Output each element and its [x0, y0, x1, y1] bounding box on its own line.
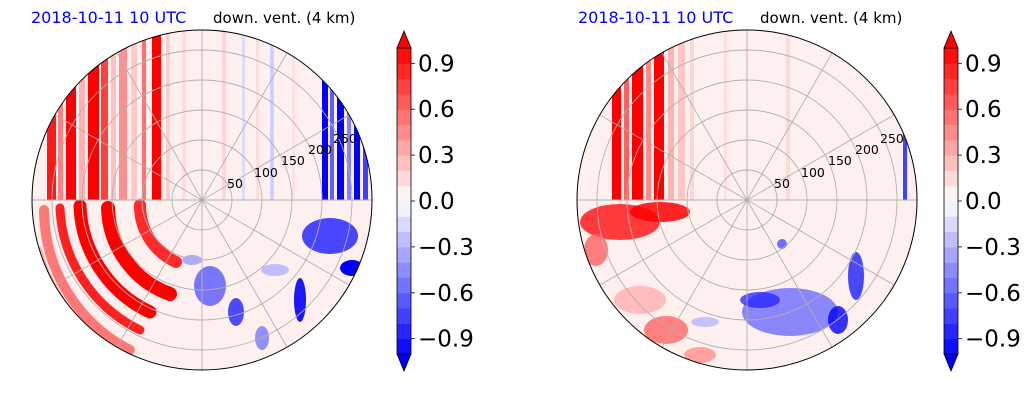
panel-2-colorbar-level: [944, 78, 958, 95]
panel-1-colorbar-extend-min: [396, 353, 412, 373]
panel-1-colorbar-level: [397, 48, 411, 64]
panel-2-colorbar-tick-label: 0.0: [965, 189, 1002, 215]
panel-2-colorbar-level: [944, 185, 958, 202]
panel-2-colorbar-extend-min: [943, 353, 959, 373]
panel-1-colorbar-tick-label: −0.6: [418, 281, 474, 307]
panel-1-rtick-50: 50: [227, 176, 243, 191]
panel-2-colorbar-tick-label: 0.9: [965, 51, 1002, 77]
panel-1-colorbar-level: [397, 139, 411, 156]
panel-1-colorbar-level: [397, 323, 411, 340]
panel-1-colorbar-level: [397, 93, 411, 110]
panel-2-colorbar-level: [944, 292, 958, 309]
panel-1-colorbar-tick-label: −0.9: [418, 327, 474, 353]
panel-2-polar-plot: 50 100 150 200 250: [576, 29, 918, 371]
panel-2-colorbar-level: [944, 216, 958, 233]
panel-1-rtick-150: 150: [281, 153, 305, 168]
panel-2-colorbar-level: [944, 201, 958, 217]
panel-2-colorbar-level: [944, 48, 958, 64]
panel-2-rtick-150: 150: [828, 153, 852, 168]
panel-1-colorbar-level: [397, 78, 411, 95]
panel-2-colorbar-level: [944, 109, 958, 125]
panel-2-field: [580, 30, 907, 363]
panel-1-colorbar-level: [397, 155, 411, 171]
panel-1-rtick-250: 250: [333, 131, 357, 146]
panel-2-colorbar-level: [944, 308, 958, 324]
panel-2-colorbar-level: [944, 262, 958, 278]
panel-1-title-date: 2018-10-11 10 UTC: [31, 8, 186, 27]
panel-1-colorbar-level: [397, 63, 411, 80]
panel-2: 2018-10-11 10 UTC down. vent. (4 km): [576, 8, 1021, 373]
panel-2-colorbar-tick-label: −0.9: [965, 327, 1021, 353]
panel-1-field: [34, 30, 368, 370]
panel-1-colorbar-tick-label: −0.3: [418, 235, 474, 261]
panel-2-colorbar-level: [944, 124, 958, 141]
panel-2-colorbar-extend-max: [943, 29, 959, 49]
panel-1-plot-border: [31, 29, 373, 371]
panel-2-rtick-50: 50: [774, 176, 790, 191]
panel-2-title-variable: down. vent. (4 km): [760, 9, 902, 27]
panel-2-rtick-200: 200: [855, 142, 879, 157]
panel-2-upper-red-streaks: [612, 30, 907, 200]
panel-2-colorbar-tick-label: −0.6: [965, 281, 1021, 307]
panel-2-rtick-100: 100: [801, 165, 825, 180]
panel-2-colorbar-level: [944, 170, 958, 187]
panel-1: 2018-10-11 10 UTC down. vent. (4 km): [31, 8, 474, 373]
panel-1-colorbar-level: [397, 124, 411, 141]
panel-1-title-variable: down. vent. (4 km): [213, 9, 355, 27]
panel-1-upper-right-streaks: [222, 30, 295, 200]
panel-2-colorbar-level: [944, 93, 958, 110]
panel-1-colorbar-tick-label: 0.3: [418, 143, 455, 169]
panel-2-title-date: 2018-10-11 10 UTC: [578, 8, 733, 27]
panel-1-colorbar-level: [397, 262, 411, 278]
panel-1-colorbar-tick-label: 0.0: [418, 189, 455, 215]
panel-1-polar-plot: 50 100 150 200 250: [31, 29, 373, 371]
panel-1-colorbar-level: [397, 216, 411, 233]
panel-2-colorbar-tick-label: −0.3: [965, 235, 1021, 261]
panel-1-colorbar-level: [397, 308, 411, 324]
panel-1-rtick-200: 200: [308, 142, 332, 157]
panel-1-colorbar-level: [397, 277, 411, 294]
panel-2-colorbar-tick-label: 0.3: [965, 143, 1002, 169]
panel-1-colorbar-level: [397, 231, 411, 248]
panel-1-colorbar-level: [397, 292, 411, 309]
panel-1-colorbar-level: [397, 109, 411, 125]
panel-1-colorbar-level: [397, 185, 411, 202]
panel-2-colorbar-level: [944, 338, 958, 355]
panel-2-rtick-250: 250: [880, 131, 904, 146]
panel-2-colorbar-level: [944, 139, 958, 156]
panel-1-rtick-100: 100: [254, 165, 278, 180]
panel-1-colorbar-level: [397, 201, 411, 217]
panel-2-colorbar-level: [944, 277, 958, 294]
panel-1-colorbar-tick-label: 0.9: [418, 51, 455, 77]
panel-1-colorbar-level: [397, 170, 411, 187]
panel-2-colorbar-level: [944, 323, 958, 340]
panel-2-colorbar-level: [944, 155, 958, 171]
panel-1-colorbar-tick-label: 0.6: [418, 97, 455, 123]
panel-1-colorbar-level: [397, 338, 411, 355]
panel-2-plot-border: [576, 29, 918, 371]
panel-2-radial-tick-labels: 50 100 150 200 250: [774, 131, 904, 191]
panel-1-colorbar-extend-max: [396, 29, 412, 49]
panel-1-colorbar-level: [397, 246, 411, 263]
panel-1-radial-tick-labels: 50 100 150 200 250: [227, 131, 357, 191]
panel-1-polar-grid: [32, 30, 372, 370]
panel-2-colorbar-level: [944, 63, 958, 80]
panel-2-colorbar-level: [944, 231, 958, 248]
panel-1-colorbar: −0.9 −0.6 −0.3 0.0 0.3 0.6 0.9: [396, 29, 474, 373]
panel-2-colorbar-tick-label: 0.6: [965, 97, 1002, 123]
panel-2-colorbar: −0.9 −0.6 −0.3 0.0 0.3 0.6 0.9: [943, 29, 1021, 373]
panel-2-colorbar-level: [944, 246, 958, 263]
panel-2-polar-grid: [577, 30, 917, 370]
